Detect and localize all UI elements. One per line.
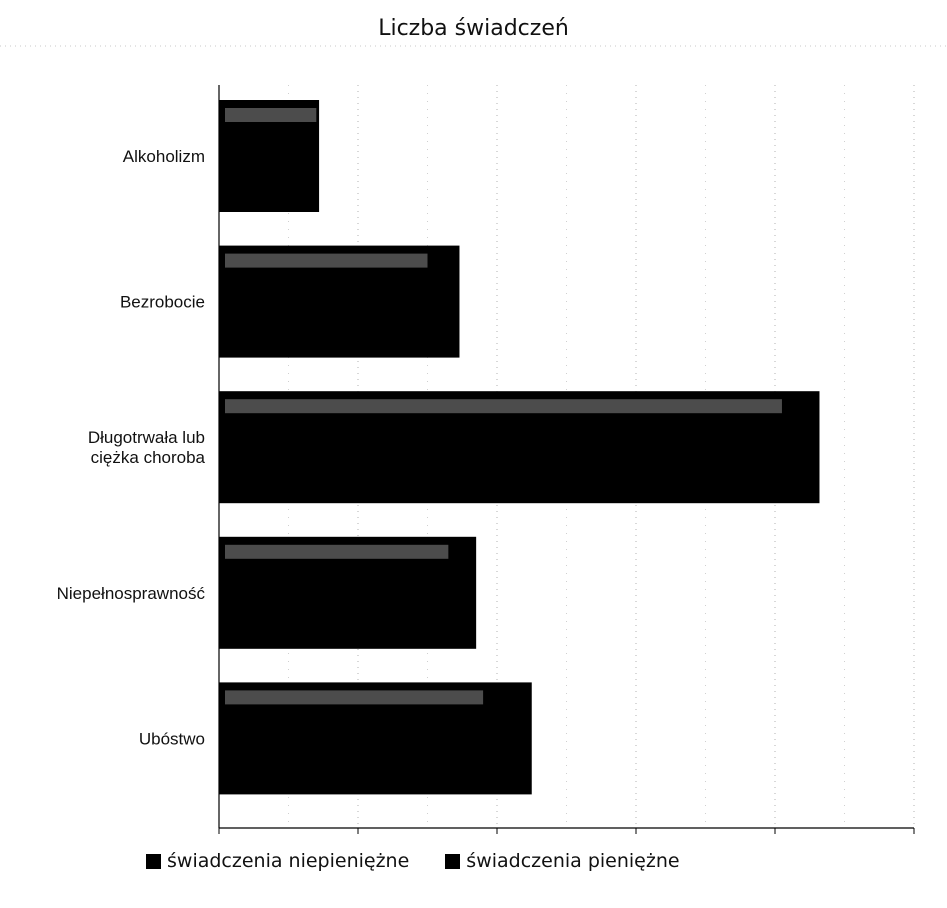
category-label: Niepełnosprawność bbox=[57, 584, 206, 603]
legend-item-cash: świadczenia pieniężne bbox=[445, 850, 680, 872]
bar-non-cash bbox=[225, 253, 428, 268]
category-label-line: ciężka choroba bbox=[91, 448, 206, 467]
legend-swatch-non-cash bbox=[146, 853, 161, 869]
category-label: Długotrwała lub ciężka choroba bbox=[88, 428, 206, 467]
bar-non-cash bbox=[225, 690, 484, 705]
category-label: Ubóstwo bbox=[139, 729, 205, 748]
chart-title: Liczba świadczeń bbox=[378, 16, 569, 41]
legend-item-non-cash: świadczenia niepieniężne bbox=[146, 850, 409, 872]
legend-label-non-cash: świadczenia niepieniężne bbox=[167, 850, 410, 872]
category-label: Bezrobocie bbox=[120, 293, 205, 312]
category-label-line: Alkoholizm bbox=[123, 147, 205, 166]
legend: świadczenia niepieniężne świadczenia pie… bbox=[146, 850, 680, 872]
category-label: Alkoholizm bbox=[123, 147, 205, 166]
bar-non-cash bbox=[225, 108, 317, 122]
chart-plot: 010 00020 00030 00040 00050 000Alkoholiz… bbox=[0, 45, 947, 834]
bar-non-cash bbox=[225, 399, 782, 414]
legend-swatch-cash bbox=[445, 853, 461, 869]
bar-non-cash bbox=[225, 544, 449, 559]
category-label-line: Długotrwała lub bbox=[88, 428, 205, 447]
category-label-line: Niepełnosprawność bbox=[57, 584, 206, 603]
category-label-line: Bezrobocie bbox=[120, 293, 205, 312]
category-label-line: Ubóstwo bbox=[139, 729, 205, 748]
legend-label-cash: świadczenia pieniężne bbox=[466, 850, 680, 872]
